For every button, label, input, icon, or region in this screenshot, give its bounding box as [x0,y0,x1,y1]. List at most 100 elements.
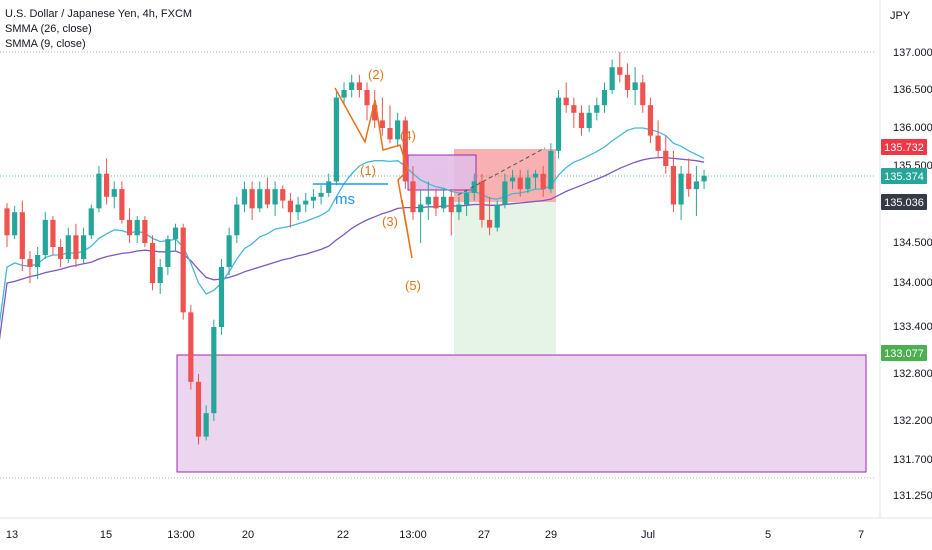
x-tick-label: 7 [858,529,864,541]
candle-body [670,166,677,205]
annotation-label: (2) [368,67,384,82]
candle-body [425,196,431,205]
chart-legend: U.S. Dollar / Japanese Yen, 4h, FXCM SMM… [5,7,192,52]
y-tick-label: 132.800 [893,368,932,380]
candle-body [249,189,255,209]
candle-body [402,120,408,182]
indicator-smma-9[interactable]: SMMA (9, close) [5,38,86,50]
candle-body [609,67,615,90]
y-tick-label: 136.500 [893,84,932,96]
candle-body [686,173,692,190]
price-axis[interactable]: JPY137.000136.500136.000135.500134.50013… [890,10,932,502]
candle-body [4,208,10,236]
order-block [407,154,477,191]
price-label-red: 135.732 [881,139,927,155]
candle-body [563,97,569,106]
annotation-label: (4) [400,128,416,143]
candle-body [448,196,454,213]
candle-body [103,173,110,197]
candle-body [571,105,577,113]
candle-body [111,189,117,197]
candle-body [287,200,294,213]
candle-body [333,97,339,182]
candle-body [119,189,125,220]
candle-body [88,208,94,236]
candle-body [617,67,623,75]
candle-body [241,189,248,205]
price-label-bg [881,139,927,155]
candle-body [226,235,232,267]
candle-body [471,181,477,193]
candle-body [372,105,378,121]
projection-line [457,147,546,196]
price-label-bg [881,168,927,184]
candle-body [678,173,684,205]
candle-body [441,196,447,209]
candle-body [172,227,179,240]
candle-body [548,150,554,190]
candle-body [624,74,631,90]
price-label-dark: 135.036 [881,194,927,210]
candle-body [578,112,585,128]
candle-body [272,189,278,205]
x-tick-label: 13:00 [399,529,427,541]
candle-body [517,177,523,190]
indicator-smma-26[interactable]: SMMA (26, close) [5,23,92,35]
candle-body [81,235,87,259]
candle-body [693,181,699,190]
candle-body [632,82,638,90]
candle-body [264,189,271,205]
candle-body [218,267,225,327]
candle-body [349,82,355,90]
candle-body [540,173,546,190]
candle-body [555,97,562,151]
candle-body [525,177,531,190]
x-tick-label: 22 [337,529,349,541]
time-axis[interactable]: 13 15 13:00 20 22 13:00 27 29 Jul 5 7 [6,529,864,541]
candle-body [203,413,209,437]
candle-body [701,175,707,182]
candle-body [655,135,661,151]
currency-label: JPY [890,10,911,22]
candle-body [410,181,416,213]
x-tick-label: 27 [478,529,490,541]
candle-body [486,219,493,228]
candle-body [257,189,263,209]
candle-body [326,181,332,193]
annotation-label: (3) [382,214,398,229]
y-tick-label: 137.000 [893,47,932,59]
candle-body [211,327,217,414]
price-label-green: 133.077 [881,345,927,361]
candle-body [494,204,500,228]
candle-body [58,247,64,259]
y-tick-label: 131.250 [893,490,932,502]
price-label-bg [881,345,927,361]
candle-body [647,105,654,136]
candle-body [433,196,439,209]
candle-body [142,219,148,243]
candle-body [195,381,202,437]
candle-body [96,173,102,209]
x-tick-label: 20 [242,529,254,541]
candle-body [341,90,347,98]
candle-body [464,192,470,205]
price-labels: 135.732 135.374 135.036 133.077 [881,139,927,361]
x-tick-label: 13 [6,529,18,541]
x-tick-label: Jul [641,529,655,541]
chart-zones [176,149,867,473]
y-tick-label: 131.700 [893,454,932,466]
candle-body [280,189,286,201]
candle-body [234,204,240,236]
symbol-title[interactable]: U.S. Dollar / Japanese Yen, 4h, FXCM [5,8,193,20]
price-label-text: 135.374 [884,171,924,183]
candle-body [640,82,646,106]
price-label-text: 135.036 [884,197,924,209]
candle-body [134,219,140,236]
candle-body [586,112,592,128]
candle-body [594,105,600,113]
target-zone [454,202,556,354]
candle-body [418,204,424,213]
y-tick-label: 133.400 [893,321,932,333]
annotation-label: (1) [360,163,376,178]
